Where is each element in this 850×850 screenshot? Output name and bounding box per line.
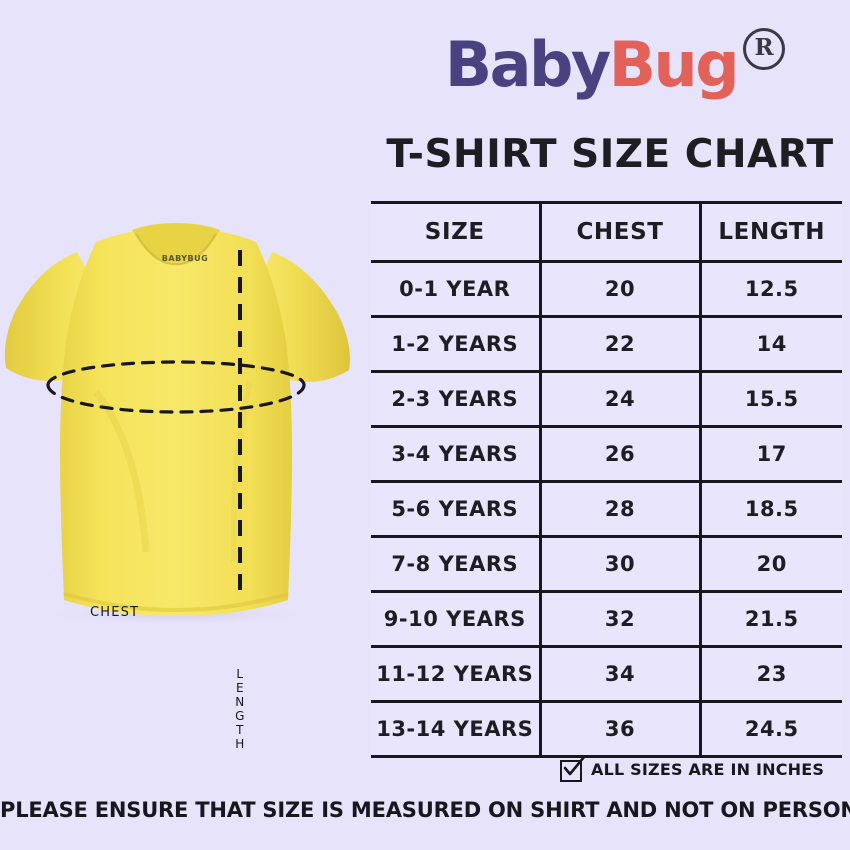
chest-cell: 36 xyxy=(538,700,700,758)
length-cell: 20 xyxy=(698,535,842,593)
checkmark-icon xyxy=(563,755,586,776)
tshirt-collar xyxy=(132,223,220,262)
registered-trademark-icon: R xyxy=(743,27,786,70)
chest-cell: 34 xyxy=(538,645,700,703)
table-row: 3-4 YEARS 26 17 xyxy=(371,425,842,483)
length-cell: 18.5 xyxy=(698,480,842,538)
size-cell: 3-4 YEARS xyxy=(371,425,540,483)
table-row: 2-3 YEARS 24 15.5 xyxy=(371,370,842,428)
chest-cell: 22 xyxy=(538,315,700,373)
tshirt-body xyxy=(60,228,292,616)
length-label-letter: L xyxy=(236,667,244,681)
tshirt-right-sleeve xyxy=(256,252,350,382)
chest-cell: 30 xyxy=(538,535,700,593)
table-header-row: SIZE CHEST LENGTH xyxy=(371,201,842,263)
units-note-text: ALL SIZES ARE IN INCHES xyxy=(591,759,825,779)
length-cell: 21.5 xyxy=(698,590,842,648)
table-row: 9-10 YEARS 32 21.5 xyxy=(371,590,842,648)
checkbox-checked-icon xyxy=(560,755,586,782)
tshirt-graphic xyxy=(4,223,350,622)
column-header-length: LENGTH xyxy=(698,201,842,263)
size-cell: 7-8 YEARS xyxy=(371,535,540,593)
length-label-letter: G xyxy=(235,709,245,723)
table-row: 0-1 YEAR 20 12.5 xyxy=(371,260,842,318)
table-body: 0-1 YEAR 20 12.5 1-2 YEARS 22 14 2-3 YEARS 24 15… xyxy=(371,260,842,758)
table-row: 1-2 YEARS 22 14 xyxy=(371,315,842,373)
column-header-chest: CHEST xyxy=(538,201,700,263)
size-cell: 5-6 YEARS xyxy=(371,480,540,538)
brand-logo: Baby Bug R xyxy=(400,22,830,107)
table-row: 5-6 YEARS 28 18.5 xyxy=(371,480,842,538)
chest-measure-line-top xyxy=(46,360,306,387)
chest-cell: 32 xyxy=(538,590,700,648)
table-row: 11-12 YEARS 34 23 xyxy=(371,645,842,703)
length-label-letter: E xyxy=(235,681,245,695)
size-cell: 1-2 YEARS xyxy=(371,315,540,373)
length-label-letter: T xyxy=(236,723,244,737)
length-label-letter: N xyxy=(235,695,245,709)
chest-cell: 24 xyxy=(538,370,700,428)
size-chart-table: SIZE CHEST LENGTH 0-1 YEAR 20 12.5 1-2 YEAR… xyxy=(371,201,842,758)
brand-name-part1: Baby xyxy=(444,27,611,101)
size-cell: 13-14 YEARS xyxy=(371,700,540,758)
column-header-size: SIZE xyxy=(371,201,540,263)
chest-measure-line-bottom xyxy=(46,383,306,414)
length-cell: 24.5 xyxy=(698,700,842,758)
checkbox-box xyxy=(560,760,582,782)
size-cell: 2-3 YEARS xyxy=(371,370,540,428)
length-cell: 15.5 xyxy=(698,370,842,428)
size-cell: 9-10 YEARS xyxy=(371,590,540,648)
size-cell: 11-12 YEARS xyxy=(371,645,540,703)
length-cell: 14 xyxy=(698,315,842,373)
tshirt-collar-seam xyxy=(134,233,218,266)
length-cell: 17 xyxy=(698,425,842,483)
measurement-advisory-banner: PLEASE ENSURE THAT SIZE IS MEASURED ON S… xyxy=(0,798,850,822)
table-row: 7-8 YEARS 30 20 xyxy=(371,535,842,593)
units-note: ALL SIZES ARE IN INCHES xyxy=(560,755,825,782)
brand-name-part2: Bug xyxy=(608,27,740,101)
chest-cell: 28 xyxy=(538,480,700,538)
table-row: 13-14 YEARS 36 24.5 xyxy=(371,700,842,758)
chest-cell: 20 xyxy=(538,260,700,318)
length-cell: 23 xyxy=(698,645,842,703)
chest-cell: 26 xyxy=(538,425,700,483)
page-title: T-SHIRT SIZE CHART xyxy=(386,131,834,177)
length-label-letter: H xyxy=(235,737,245,751)
size-cell: 0-1 YEAR xyxy=(371,260,540,318)
chest-measure-label: CHEST xyxy=(90,605,140,620)
tshirt-neck-label: BABYBUG xyxy=(161,254,209,263)
length-cell: 12.5 xyxy=(698,260,842,318)
